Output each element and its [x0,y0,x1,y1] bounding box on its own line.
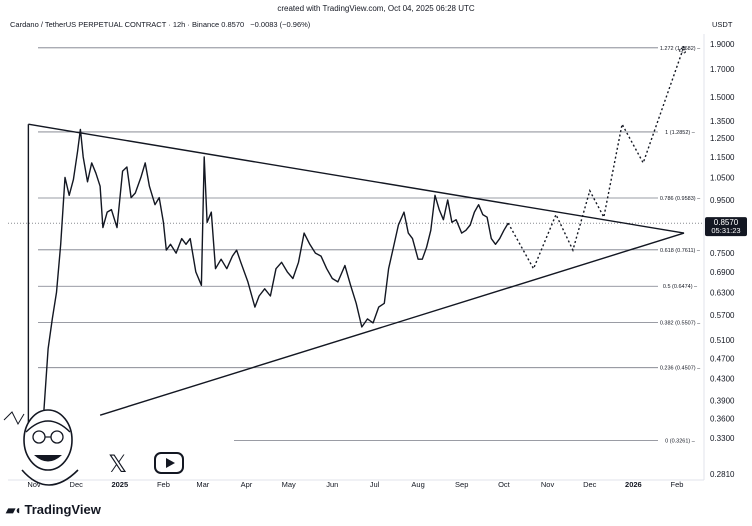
x-tick-label: Sep [455,480,468,489]
symbol-name: Cardano / TetherUS PERPETUAL CONTRACT · … [10,20,220,29]
y-tick-label: 0.3900 [710,396,735,405]
avatar-cartoon [3,409,79,486]
fib-level-label: 0.236 (0.4507) – [660,366,701,372]
fib-level-label: 0 (0.3261) – [665,439,696,445]
created-caption: created with TradingView.com, Oct 04, 20… [277,4,475,13]
x-tick-label: Jul [370,480,380,489]
x-tick-label: Feb [157,480,170,489]
x-tick-label: Feb [671,480,684,489]
x-tick-label: Aug [411,480,424,489]
current-price-value: 0.8570 [714,218,739,227]
y-tick-label: 0.4700 [710,354,735,363]
price-line [27,128,509,439]
x-tick-label: Nov [27,480,41,489]
tradingview-logo-icon: ▰◖ [6,502,22,517]
x-tick-label: Dec [583,480,597,489]
y-tick-label: 0.3600 [710,414,735,423]
fib-level-label: 0.5 (0.6474) – [663,284,698,290]
x-tick-label: Jun [326,480,338,489]
y-tick-label: 1.1500 [710,153,735,162]
x-tick-label: Oct [498,480,511,489]
y-tick-label: 0.4300 [710,374,735,383]
fib-level-label: 0.382 (0.5507) – [660,321,701,327]
projection-path [507,46,685,271]
y-tick-label: 0.2810 [710,470,735,479]
x-tick-label: 2025 [111,480,128,489]
y-tick-label: 1.2500 [710,134,735,143]
y-tick-label: 1.5000 [710,93,735,102]
x-tick-label: Nov [541,480,555,489]
x-tick-label: Apr [241,480,253,489]
x-logo-icon: 𝕏 [108,450,128,478]
price-change: −0.0083 (−0.96%) [250,20,311,29]
y-tick-label: 0.9500 [710,196,735,205]
y-tick-label: 1.0500 [710,173,735,182]
current-price-countdown: 05:31:23 [711,226,740,235]
y-tick-label: 0.7500 [710,249,735,258]
y-tick-label: 0.6900 [710,268,735,277]
fib-level-label: 1.272 (1.8682) – [660,46,701,52]
y-tick-label: 1.9000 [710,40,735,49]
fib-level-label: 0.618 (0.7611) – [660,248,701,254]
youtube-icon [154,452,184,474]
symbol-info: Cardano / TetherUS PERPETUAL CONTRACT · … [10,20,310,29]
x-tick-label: Dec [70,480,84,489]
brand-name: TradingView [24,502,101,517]
triangle-lower-line [99,232,685,416]
fib-level-label: 0.786 (0.9583) – [660,196,701,202]
x-tick-label: 2026 [625,480,642,489]
x-tick-label: Mar [196,480,209,489]
y-tick-label: 0.5100 [710,336,735,345]
projection-arrowhead [677,45,687,54]
fib-level-label: 1 (1.2852) – [665,130,696,136]
tradingview-brand: ▰◖ TradingView [6,502,101,517]
y-tick-label: 0.6300 [710,288,735,297]
last-price: 0.8570 [221,20,245,29]
x-tick-label: May [282,480,296,489]
y-tick-label: 0.3300 [710,434,735,443]
y-tick-label: 1.3500 [710,117,735,126]
y-tick-label: 1.7000 [710,65,735,74]
y-tick-label: 0.5700 [710,311,735,320]
price-chart[interactable]: 1.9000 1.7000 1.5000 1.3500 1.2500 1.1500 1.05… [0,0,752,500]
current-price-tag [705,217,747,237]
currency-label[interactable]: USDT [712,20,733,29]
triangle-upper-line [28,123,685,234]
